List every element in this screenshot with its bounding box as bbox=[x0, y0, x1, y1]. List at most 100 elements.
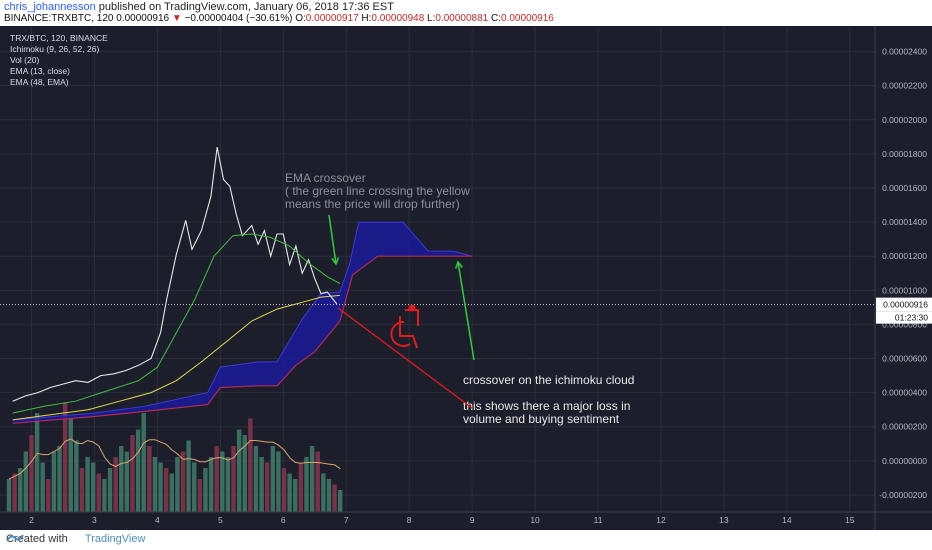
x-tick-label: 13 bbox=[719, 515, 729, 525]
cloud-span-a-line bbox=[12, 221, 473, 421]
high-label: H: bbox=[361, 13, 372, 24]
volume-bar bbox=[315, 451, 320, 512]
volume-bar bbox=[90, 462, 96, 512]
volume-bar bbox=[293, 479, 298, 512]
x-tick-label: 3 bbox=[92, 515, 97, 525]
tradingview-brand[interactable]: TradingView bbox=[84, 533, 146, 545]
volume-bar bbox=[298, 462, 304, 512]
volume-bar bbox=[242, 435, 247, 512]
ema-note-text: ( the green line crossing the yellow bbox=[285, 184, 470, 198]
volume-bar bbox=[141, 413, 146, 512]
y-tick-label: 0.00002400 bbox=[882, 47, 927, 57]
volume-bar bbox=[102, 479, 107, 512]
volume-bar bbox=[163, 468, 169, 512]
close-label: C: bbox=[491, 13, 502, 24]
volume-bar bbox=[332, 484, 337, 512]
y-tick-label: 0.00001600 bbox=[882, 183, 927, 193]
volume-bar bbox=[197, 479, 203, 512]
volume-bar bbox=[276, 451, 281, 512]
volume-bar bbox=[23, 451, 29, 512]
volume-bar bbox=[281, 468, 287, 512]
ichimoku-cloud bbox=[12, 222, 473, 424]
cloud-note-text: crossover on the ichimoku cloud bbox=[463, 373, 634, 387]
x-tick-label: 9 bbox=[470, 515, 475, 525]
volume-bar bbox=[6, 479, 12, 512]
publish-info: published on TradingView.com, January 06… bbox=[98, 1, 394, 13]
volume-bar bbox=[12, 473, 17, 512]
volume-bars bbox=[6, 402, 343, 512]
countdown-bg bbox=[876, 311, 932, 324]
volume-bar bbox=[169, 473, 174, 512]
low-value: 0.00000881 bbox=[435, 13, 489, 24]
volume-bar bbox=[147, 446, 152, 512]
volume-bar bbox=[68, 418, 73, 512]
x-tick-label: 15 bbox=[845, 515, 855, 525]
x-tick-label: 5 bbox=[218, 515, 223, 525]
volume-bar bbox=[158, 462, 163, 512]
arrow-shaft bbox=[328, 214, 337, 265]
drawing-stroke bbox=[408, 304, 416, 312]
close-value: 0.00000916 bbox=[501, 13, 554, 24]
high-value: 0.00000948 bbox=[371, 13, 425, 24]
volume-bar bbox=[208, 457, 214, 512]
chart-area[interactable]: 0.00002400 0.00002200 0.00002000 0.00001800… bbox=[0, 26, 932, 530]
price-line bbox=[12, 146, 338, 402]
price-tag-label: 0.00000916 bbox=[883, 300, 928, 310]
price-change: −0.00000404 (−30.61%) bbox=[184, 13, 293, 24]
volume-bar bbox=[309, 446, 315, 512]
cloud-crossover-arrow bbox=[454, 260, 475, 361]
x-tick-label: 6 bbox=[281, 515, 286, 525]
y-tick-label: 0.00001800 bbox=[882, 149, 927, 159]
legend-item: EMA (13, close) bbox=[10, 66, 70, 76]
y-tick-label: 0.00000600 bbox=[882, 354, 927, 364]
price-chart[interactable]: 0.00002400 0.00002200 0.00002000 0.00001800… bbox=[0, 26, 932, 530]
volume-bar bbox=[180, 451, 186, 512]
volume-bar bbox=[287, 473, 292, 512]
volume-bar bbox=[135, 429, 141, 512]
volume-bar bbox=[96, 473, 102, 512]
volume-bar bbox=[220, 451, 225, 512]
ema-crossover-arrow bbox=[328, 214, 340, 266]
y-tick-label: 0.00001200 bbox=[882, 251, 927, 261]
volume-bar bbox=[62, 402, 68, 512]
y-tick-label: 0.00001000 bbox=[882, 285, 927, 295]
down-arrow-icon: ▼ bbox=[171, 13, 182, 24]
footer: Created with TradingView bbox=[0, 530, 932, 550]
volume-bar bbox=[79, 468, 85, 512]
volume-bar bbox=[119, 446, 124, 512]
author-link[interactable]: chris_johannesson bbox=[4, 1, 96, 13]
volume-bar bbox=[124, 451, 130, 512]
volume-bar bbox=[18, 468, 23, 512]
created-with: Created with TradingView bbox=[6, 533, 145, 545]
low-label: L: bbox=[427, 13, 436, 24]
volume-ma-line bbox=[8, 438, 341, 480]
volume-bar bbox=[326, 479, 332, 512]
volume-bar bbox=[40, 462, 45, 512]
volume-bar bbox=[337, 490, 343, 512]
arrow-shaft bbox=[457, 261, 475, 361]
volume-bar bbox=[175, 457, 180, 512]
volume-bar bbox=[113, 457, 118, 512]
drawing-stroke bbox=[399, 316, 418, 349]
x-tick-label: 11 bbox=[594, 515, 603, 525]
open-label: O: bbox=[295, 13, 306, 24]
ema-note-text: EMA crossover bbox=[285, 171, 366, 185]
volume-bar bbox=[46, 479, 51, 512]
ema48-line bbox=[12, 294, 340, 421]
volume-bar bbox=[248, 418, 253, 512]
volume-bar bbox=[225, 457, 231, 512]
volume-note-text: volume and buying sentiment bbox=[463, 412, 620, 426]
volume-bar bbox=[231, 446, 236, 512]
legend-item: Ichimoku (9, 26, 52, 26) bbox=[10, 44, 99, 54]
drawing-stroke bbox=[390, 320, 411, 347]
ohlc-line: BINANCE:TRXBTC, 120 0.00000916 ▼ −0.0000… bbox=[4, 13, 554, 24]
wheelchair-drawing-icon bbox=[390, 304, 419, 349]
y-tick-label: 0.00002200 bbox=[882, 81, 927, 91]
red-trend-line bbox=[337, 307, 473, 409]
y-tick-label: 0.00000000 bbox=[882, 456, 927, 466]
last-price: 0.00000916 bbox=[116, 13, 170, 24]
price-tag-bg bbox=[876, 297, 932, 312]
y-tick-label: 0.00000400 bbox=[882, 388, 927, 398]
y-tick-label: 0.00000800 bbox=[882, 319, 927, 329]
volume-bar bbox=[51, 451, 57, 512]
